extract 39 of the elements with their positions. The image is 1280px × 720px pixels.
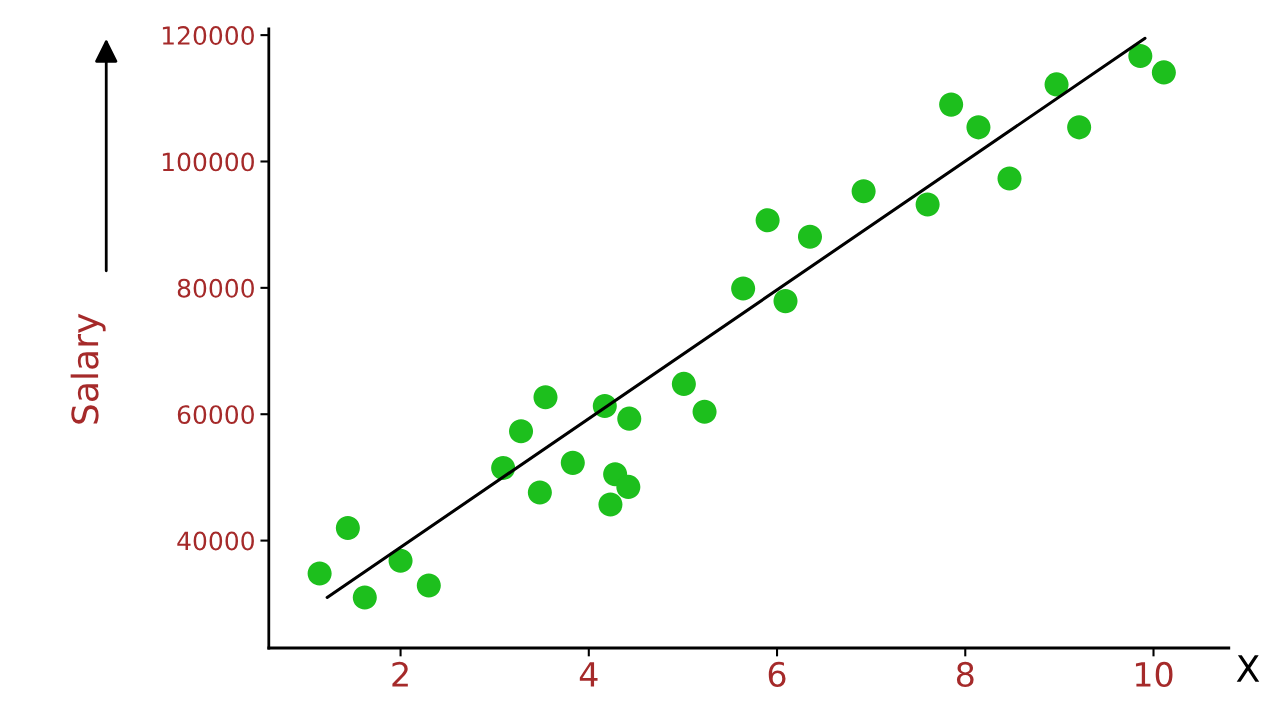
y-tick-label: 120000 xyxy=(162,26,254,45)
point xyxy=(966,115,991,140)
point xyxy=(598,492,623,517)
point xyxy=(731,276,756,301)
point xyxy=(939,92,964,117)
point xyxy=(617,406,642,431)
point xyxy=(1128,43,1153,68)
point xyxy=(851,179,876,204)
x-tick-label: 2 xyxy=(392,661,408,687)
point xyxy=(533,385,558,410)
x-tick-label: 8 xyxy=(956,661,974,687)
point xyxy=(416,573,441,598)
point xyxy=(616,474,641,499)
point xyxy=(755,208,780,233)
y-axis-title: Salary xyxy=(70,313,106,424)
x-tick-label: 6 xyxy=(768,661,786,687)
point xyxy=(773,289,798,314)
point xyxy=(352,585,377,610)
point xyxy=(692,399,717,424)
point xyxy=(335,515,360,540)
point xyxy=(1151,60,1176,85)
y-tick-label: 80000 xyxy=(177,278,254,298)
point xyxy=(388,548,413,573)
y-tick-label: 60000 xyxy=(177,405,254,425)
point xyxy=(1067,115,1092,140)
point xyxy=(671,371,696,396)
point xyxy=(915,192,940,217)
point xyxy=(307,561,332,586)
point xyxy=(997,166,1022,191)
x-axis-title: X xyxy=(1236,655,1260,682)
point xyxy=(560,450,585,475)
y-tick-label: 40000 xyxy=(177,531,254,551)
y-tick-label: 100000 xyxy=(162,152,254,172)
point xyxy=(527,480,552,505)
point xyxy=(509,419,534,444)
point xyxy=(1044,72,1069,97)
point xyxy=(797,224,822,249)
x-tick-label: 4 xyxy=(579,662,598,687)
x-tick-label: 10 xyxy=(1135,661,1173,687)
